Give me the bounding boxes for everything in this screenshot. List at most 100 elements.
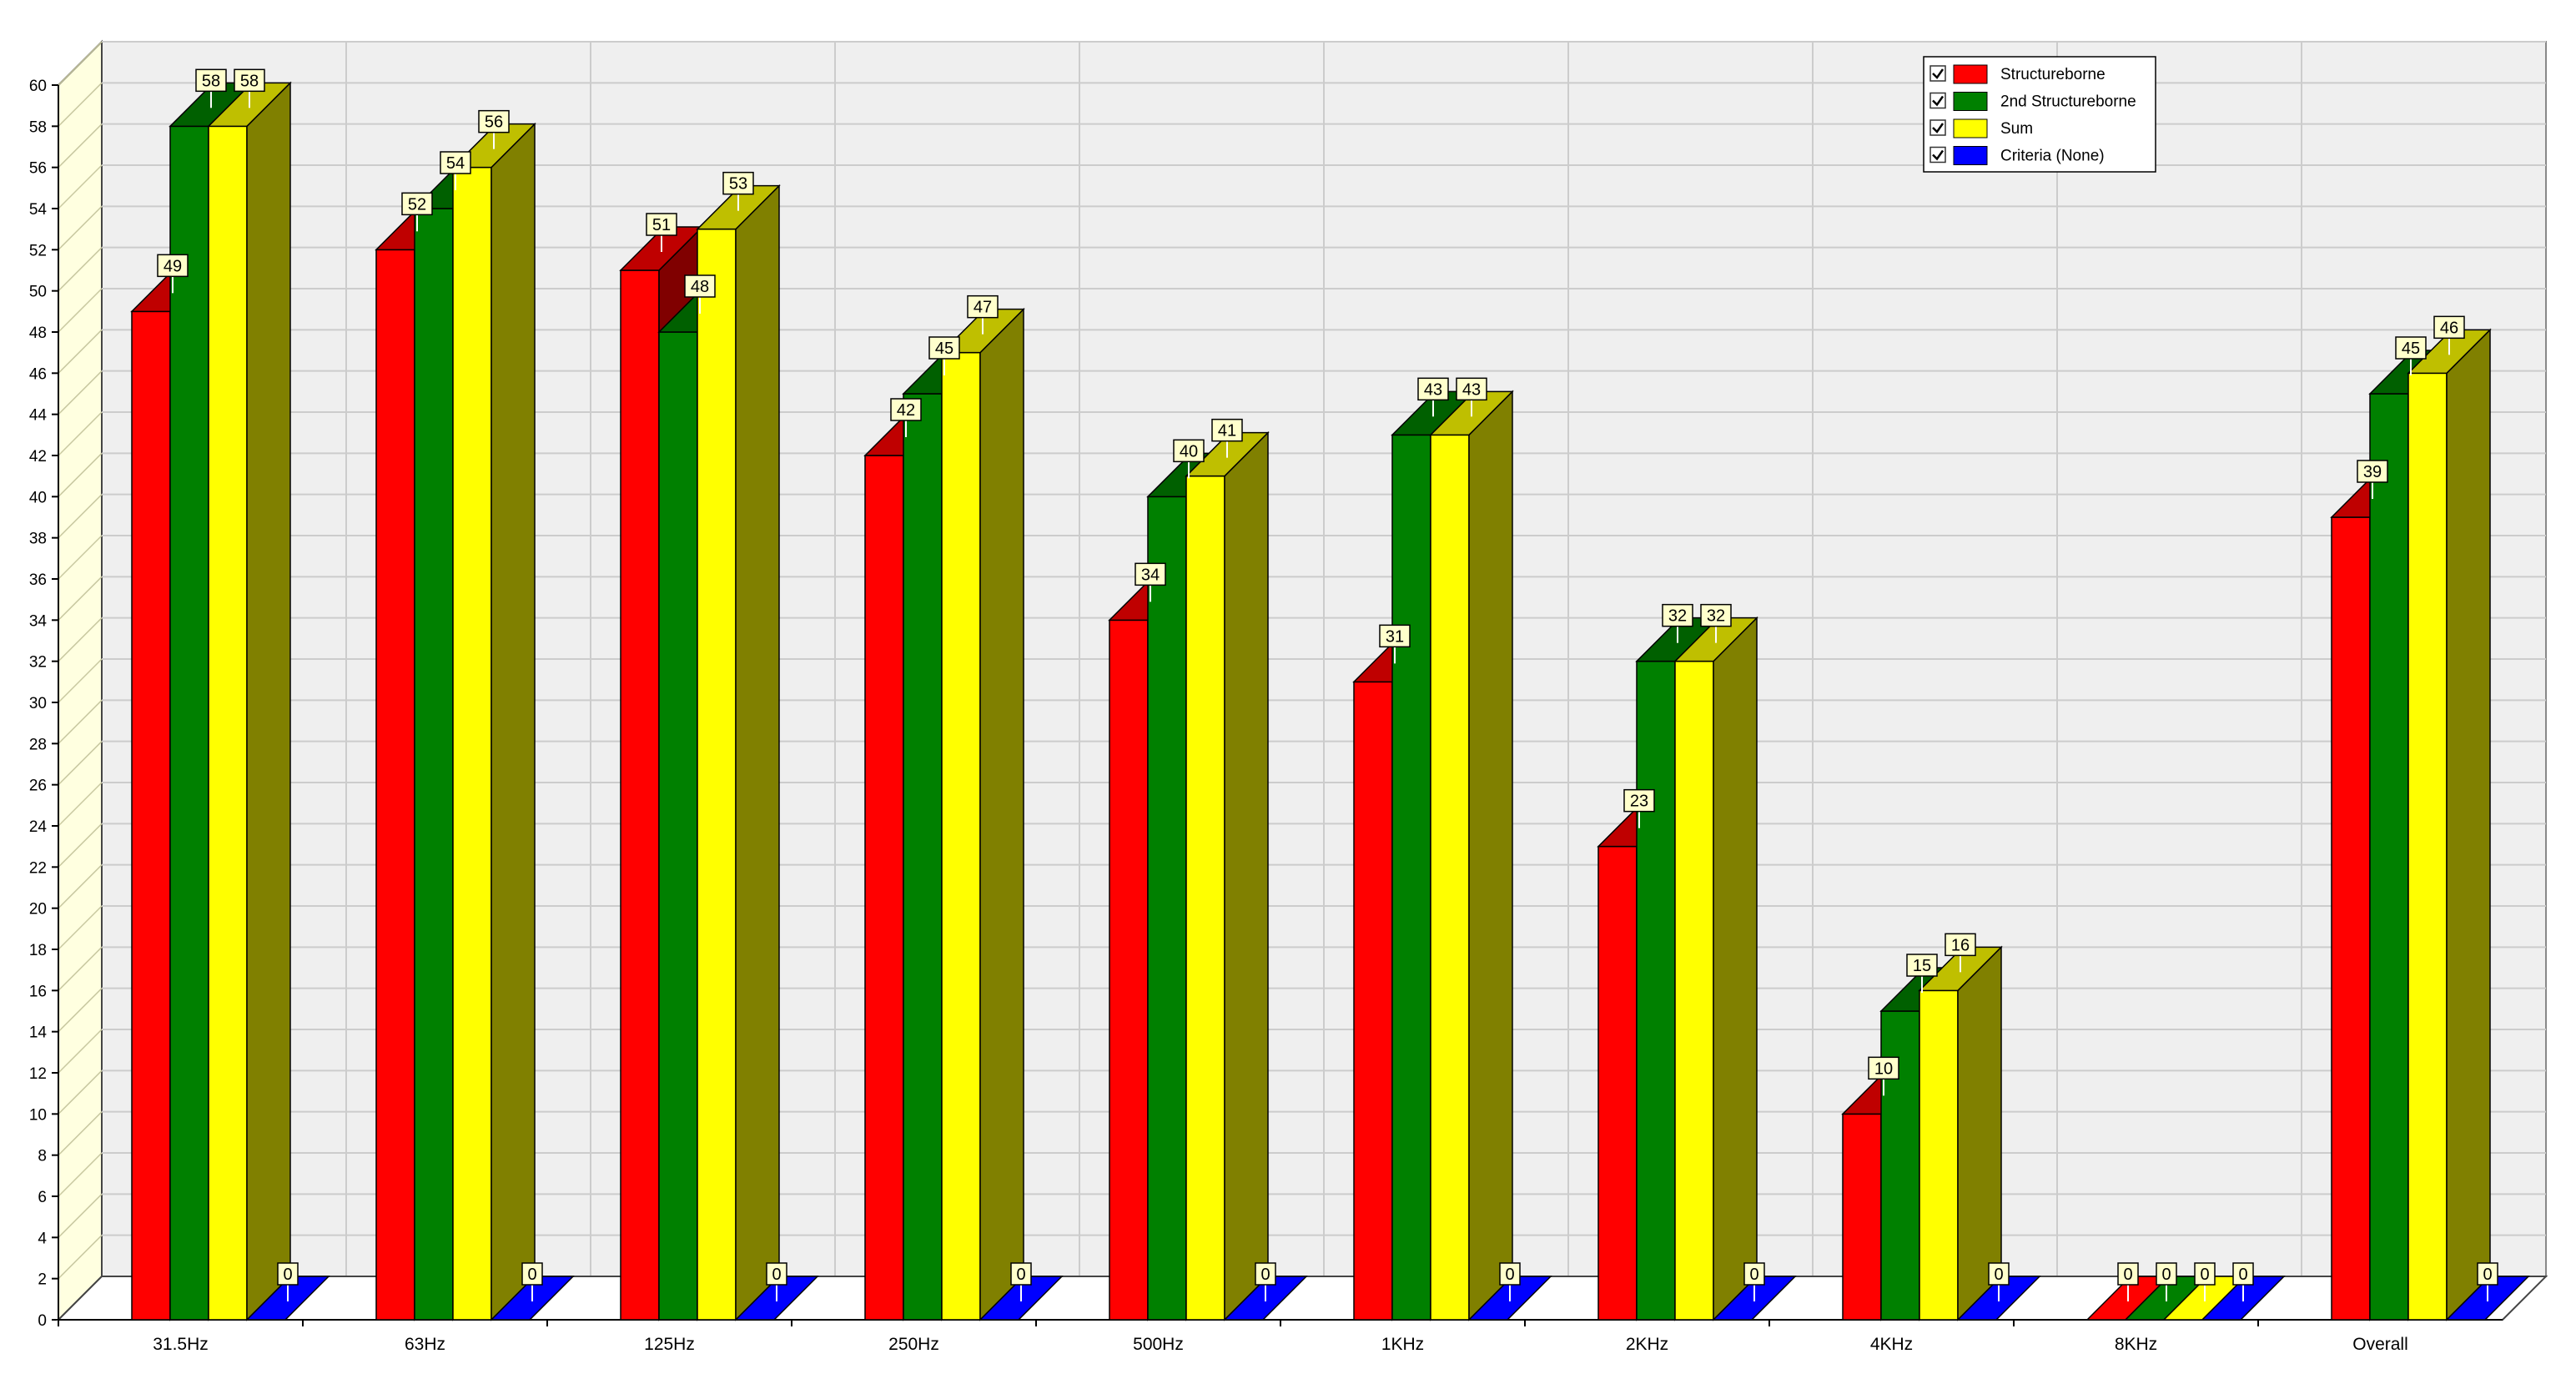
y-tick-label: 6 (38, 1189, 47, 1206)
y-tick-label: 14 (29, 1024, 48, 1042)
data-label: 41 (1218, 422, 1236, 440)
legend-swatch (1953, 64, 1988, 84)
gridline-side (58, 494, 103, 539)
data-label: 53 (729, 175, 747, 194)
x-tick-label: 8KHz (2115, 1335, 2157, 1354)
data-label: 0 (1260, 1266, 1270, 1284)
y-tick-label: 2 (38, 1271, 47, 1289)
data-label-box (1255, 1262, 1276, 1286)
legend-swatch (1953, 118, 1988, 138)
data-label: 43 (1424, 380, 1442, 399)
data-label: 54 (446, 154, 465, 173)
data-label: 46 (2440, 319, 2458, 337)
gridline-side (58, 1069, 103, 1115)
x-tick-label: 63Hz (405, 1335, 445, 1354)
data-label-box (521, 1262, 543, 1286)
bar-front (414, 208, 454, 1321)
bar-side (491, 122, 536, 1321)
y-tick-label: 12 (29, 1065, 47, 1083)
bar-side (979, 307, 1024, 1321)
data-label: 0 (527, 1266, 536, 1284)
data-label: 0 (772, 1266, 781, 1284)
legend-checkbox (1929, 146, 1946, 164)
bar-front (2369, 393, 2409, 1321)
data-label-box (2194, 1262, 2216, 1286)
gridline-side (58, 741, 103, 786)
data-label: 42 (897, 401, 915, 420)
y-tick-label: 18 (29, 942, 47, 959)
bar (451, 122, 536, 1321)
bar-front (941, 351, 981, 1321)
bar-front (1674, 660, 1714, 1321)
bar-front (1636, 660, 1676, 1321)
data-label-box (890, 398, 922, 421)
bar-side (735, 184, 780, 1321)
y-tick-label: 22 (29, 859, 47, 877)
bar-front (2407, 372, 2448, 1321)
bar-front (903, 393, 943, 1321)
check-icon (1932, 123, 1945, 133)
data-label-box (2357, 460, 2388, 483)
data-label: 15 (1913, 957, 1931, 975)
gridline-side (58, 329, 103, 374)
x-tick-label: 500Hz (1133, 1335, 1184, 1354)
legend-swatch (1953, 92, 1988, 111)
gridline-side (58, 1029, 103, 1074)
gridline-side (58, 247, 103, 292)
gridline-side (58, 123, 103, 169)
y-tick-label: 34 (29, 612, 48, 630)
y-tick-label: 60 (29, 78, 47, 95)
data-label: 23 (1630, 793, 1648, 811)
bar-front (1919, 989, 1959, 1321)
y-tick-label: 26 (29, 778, 47, 795)
data-label: 43 (1462, 380, 1481, 399)
y-tick-label: 4 (38, 1230, 47, 1247)
y-tick-label: 24 (29, 818, 48, 836)
data-label: 40 (1180, 442, 1198, 461)
x-tick-label: 1KHz (1381, 1335, 1424, 1354)
bar-side (1224, 430, 1269, 1321)
y-tick-label: 58 (29, 118, 47, 136)
gridline-side (58, 411, 103, 456)
legend-checkbox (1929, 65, 1946, 82)
data-label-box (1623, 788, 1655, 813)
data-label-box (2433, 315, 2465, 340)
y-tick-label: 30 (29, 695, 47, 712)
gridline-side (58, 535, 103, 580)
y-tick-label: 38 (29, 531, 47, 548)
legend-label: Sum (2000, 120, 2033, 138)
gridline-side (58, 988, 103, 1033)
data-label-box (1662, 603, 1693, 627)
data-label-box (2156, 1262, 2177, 1286)
legend-swatch (1953, 146, 1988, 165)
data-label-box (1379, 624, 1411, 648)
gridline-side (58, 1193, 103, 1238)
data-label-box (967, 294, 999, 319)
gridline-side (58, 823, 103, 868)
x-tick-label: 2KHz (1626, 1335, 1668, 1354)
gridline-side (58, 576, 103, 621)
gridline-side (58, 946, 103, 991)
y-tick-label: 48 (29, 325, 47, 342)
y-tick-label: 44 (29, 407, 48, 425)
bar-front (1430, 434, 1470, 1321)
data-label-box (1010, 1262, 1032, 1286)
data-label-box (2395, 336, 2427, 360)
bar-front (1391, 434, 1431, 1321)
data-label: 31 (1386, 627, 1404, 646)
data-label: 48 (691, 278, 709, 296)
legend-label: Criteria (None) (2000, 148, 2105, 165)
x-tick-label: 4KHz (1870, 1335, 1913, 1354)
check-icon (1932, 68, 1945, 79)
legend-label: Structureborne (2000, 66, 2106, 83)
data-label-box (401, 192, 433, 216)
bar-front (169, 125, 209, 1321)
data-label: 45 (935, 340, 953, 358)
y-tick-label: 28 (29, 736, 47, 753)
y-tick-label: 54 (29, 201, 48, 219)
data-label: 58 (240, 72, 259, 90)
bar-front (1353, 681, 1393, 1321)
data-label-box (1743, 1262, 1765, 1286)
data-label-box (2477, 1262, 2498, 1286)
